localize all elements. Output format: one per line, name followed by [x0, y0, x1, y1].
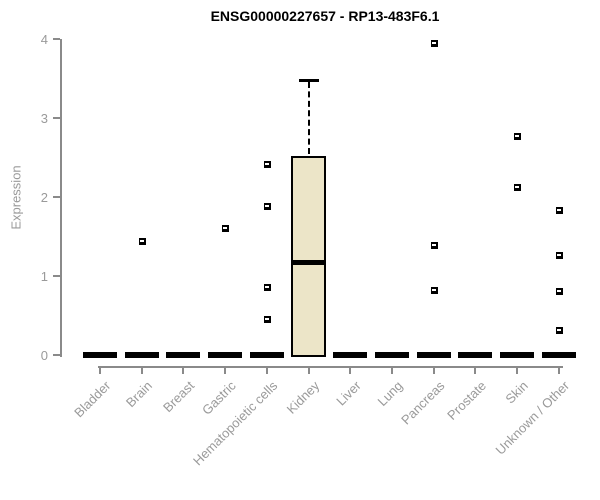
- x-tick-mark: [182, 368, 185, 374]
- x-tick-mark: [432, 368, 435, 374]
- outlier-point: [555, 206, 563, 214]
- y-tick-mark: [53, 117, 60, 119]
- outlier-point: [263, 315, 271, 323]
- x-axis-category-label: Skin: [502, 378, 531, 407]
- collapsed-box: [166, 352, 201, 358]
- x-axis-category-label: Kidney: [283, 378, 323, 417]
- x-tick-mark: [307, 368, 310, 374]
- outlier-point: [514, 183, 522, 191]
- x-axis-category-label: Prostate: [444, 378, 490, 423]
- collapsed-box: [124, 352, 159, 358]
- x-tick-mark: [99, 368, 101, 374]
- x-axis-category-label: Pancreas: [397, 378, 448, 428]
- outlier-point: [263, 284, 271, 292]
- collapsed-box: [416, 352, 451, 358]
- x-axis-category-label: Bladder: [71, 378, 114, 421]
- y-tick-label: 4: [40, 32, 48, 47]
- outlier-point: [555, 251, 563, 259]
- upper-whisker: [307, 82, 310, 154]
- collapsed-box: [500, 352, 535, 358]
- y-tick-label: 3: [40, 111, 48, 126]
- x-tick-mark: [265, 368, 268, 374]
- x-tick-mark: [557, 368, 560, 374]
- collapsed-box: [375, 352, 410, 358]
- x-tick-mark: [516, 368, 519, 374]
- y-tick-mark: [53, 275, 60, 277]
- y-tick-label: 1: [40, 269, 48, 284]
- x-axis-line: [98, 366, 563, 368]
- outlier-point: [138, 238, 146, 246]
- outlier-point: [514, 133, 522, 141]
- outlier-point: [263, 202, 271, 210]
- x-axis-category-label: Gastric: [199, 378, 239, 418]
- x-tick-mark: [140, 368, 143, 374]
- collapsed-box: [249, 352, 284, 358]
- outlier-point: [222, 224, 230, 232]
- outlier-point: [555, 326, 563, 334]
- collapsed-box: [458, 352, 493, 358]
- x-axis-category-label: Unknown / Other: [492, 378, 573, 458]
- y-tick-mark: [53, 196, 60, 198]
- collapsed-box: [208, 352, 243, 358]
- y-tick-label: 0: [40, 348, 48, 363]
- outlier-point: [430, 287, 438, 295]
- outlier-point: [430, 39, 438, 47]
- y-tick-mark: [53, 354, 60, 356]
- x-tick-mark: [391, 368, 394, 374]
- box-iqr: [291, 155, 327, 357]
- y-tick-mark: [53, 38, 60, 40]
- collapsed-box: [333, 352, 368, 358]
- chart-title: ENSG00000227657 - RP13-483F6.1: [210, 8, 440, 24]
- x-axis-category-label: Lung: [374, 378, 406, 410]
- y-axis-line: [60, 39, 62, 357]
- outlier-point: [263, 160, 271, 168]
- x-tick-mark: [224, 368, 227, 374]
- y-tick-label: 2: [40, 190, 48, 205]
- outlier-point: [555, 288, 563, 295]
- x-axis-category-label: Liver: [333, 378, 364, 409]
- x-tick-mark: [349, 368, 352, 374]
- upper-whisker-cap: [298, 79, 319, 83]
- median-line: [291, 259, 327, 265]
- collapsed-box: [541, 352, 576, 358]
- outlier-point: [430, 242, 438, 250]
- x-tick-mark: [474, 368, 477, 374]
- collapsed-box: [83, 352, 117, 358]
- x-axis-category-label: Brain: [123, 378, 156, 411]
- x-axis-category-label: Breast: [159, 378, 198, 416]
